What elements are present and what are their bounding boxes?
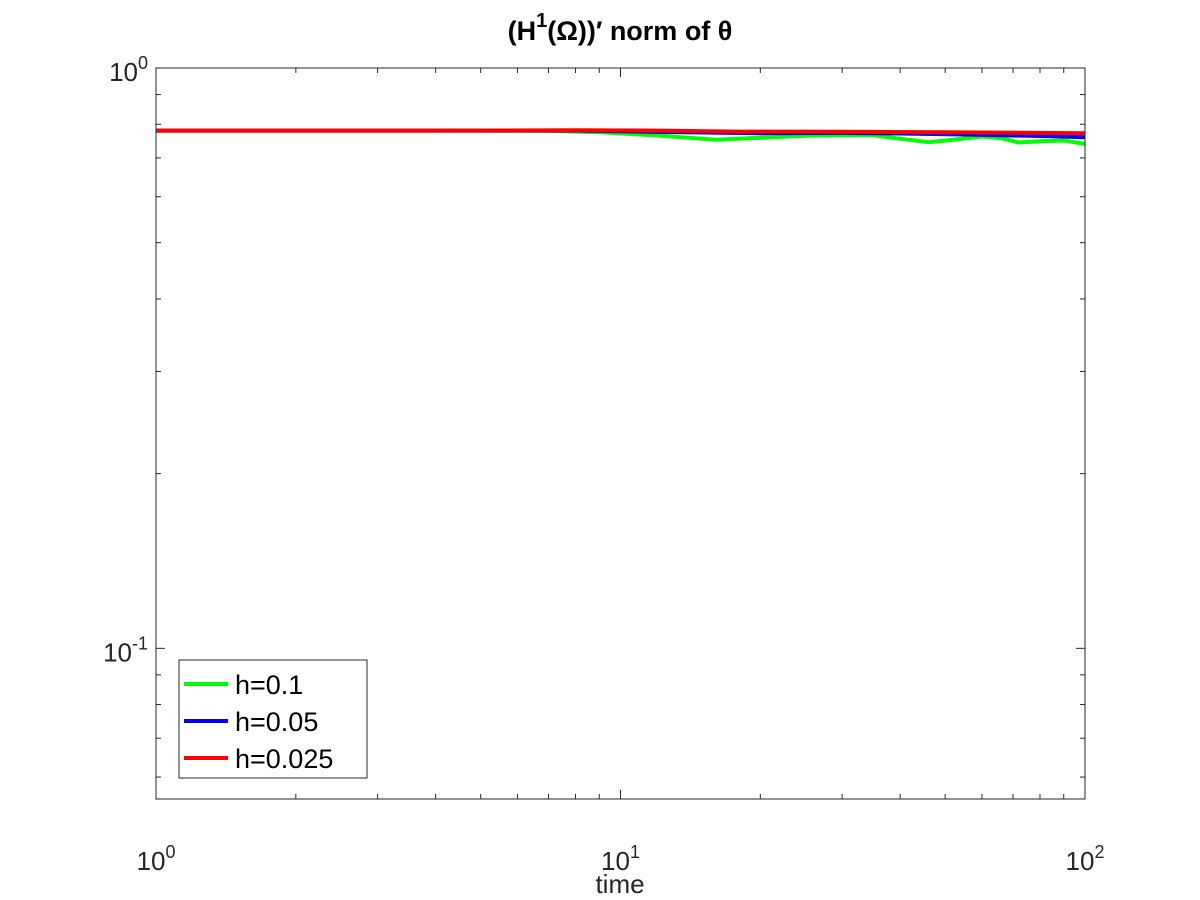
chart-title: (H1(Ω))′ norm of θ: [508, 10, 733, 46]
chart-title-suffix: (Ω))′ norm of θ: [547, 16, 732, 46]
x-tick-label: 101: [601, 842, 640, 876]
ticks-layer: [155, 67, 1085, 799]
legend-label-3: h=0.025: [235, 744, 333, 774]
legend-label-2: h=0.05: [235, 707, 318, 737]
legend-label-1: h=0.1: [235, 670, 303, 700]
y-tick-label: 10-1: [103, 633, 148, 667]
x-tick-label: 102: [1066, 842, 1105, 876]
y-tick-label: 100: [109, 53, 148, 87]
chart-title-prefix: (H: [508, 16, 537, 46]
tick-labels-layer: 100 101 102 10-1 100: [103, 53, 1104, 876]
x-tick-label: 100: [137, 842, 176, 876]
series-layer: [156, 128, 1086, 146]
series-line-3: [156, 128, 1086, 136]
legend: h=0.1 h=0.05 h=0.025: [178, 659, 368, 779]
chart-title-superscript: 1: [536, 10, 547, 32]
x-axis-label: time: [595, 869, 644, 899]
